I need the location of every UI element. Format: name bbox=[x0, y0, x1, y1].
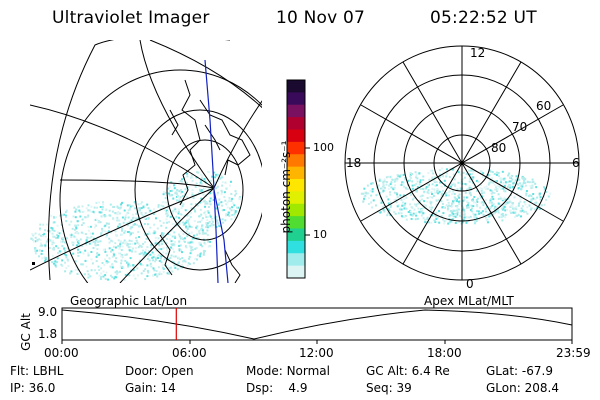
param-gain: Gain: 14 bbox=[125, 381, 176, 395]
colorbar-band bbox=[287, 265, 305, 279]
coastline bbox=[169, 79, 251, 206]
colorbar-band bbox=[287, 203, 305, 217]
colorbar-band bbox=[287, 141, 305, 155]
header-title: Ultraviolet Imager bbox=[52, 8, 210, 28]
colorbar-tick-100: 100 bbox=[313, 141, 334, 154]
param-filter: Flt: LBHL bbox=[10, 364, 64, 378]
satellite-track bbox=[213, 189, 229, 283]
time-tick: 06:00 bbox=[172, 346, 207, 360]
time-tick: 00:00 bbox=[44, 346, 79, 360]
meridian bbox=[59, 179, 215, 189]
meridian bbox=[119, 187, 215, 283]
meridian bbox=[213, 100, 262, 189]
colorbar-band bbox=[287, 240, 305, 254]
satellite-track bbox=[204, 59, 219, 283]
param-gc-alt: GC Alt: 6.4 Re bbox=[366, 364, 450, 378]
right-map-caption: Apex MLat/MLT bbox=[424, 294, 514, 308]
altitude-curve bbox=[61, 309, 573, 340]
mlat-label-60: 60 bbox=[536, 99, 552, 113]
colorbar-tick-10: 10 bbox=[313, 228, 327, 241]
mlt-line bbox=[402, 61, 522, 265]
left-map-caption: Geographic Lat/Lon bbox=[70, 294, 188, 308]
mlt-label-18: 18 bbox=[346, 156, 362, 170]
coastline bbox=[159, 234, 241, 283]
altitude-ytick-max: 9.0 bbox=[38, 305, 58, 319]
colorbar-band bbox=[287, 179, 305, 192]
time-tick: 18:00 bbox=[427, 346, 462, 360]
colorbar-band bbox=[287, 154, 305, 168]
colorbar-band bbox=[287, 80, 305, 93]
colorbar-band bbox=[287, 117, 305, 131]
param-mode: Mode: Normal bbox=[246, 364, 330, 378]
mlt-label-6: 6 bbox=[572, 156, 580, 170]
colorbar-band bbox=[287, 92, 305, 106]
param-dsp: Dsp: 4.9 bbox=[246, 381, 308, 395]
map-point bbox=[32, 262, 35, 265]
time-tick: 12:00 bbox=[299, 346, 334, 360]
lat-circle bbox=[166, 139, 244, 241]
lat-circle bbox=[134, 109, 262, 271]
colorbar-band bbox=[287, 191, 305, 205]
lat-circle bbox=[59, 69, 262, 283]
param-glon: GLon: 208.4 bbox=[486, 381, 559, 395]
param-door: Door: Open bbox=[125, 364, 194, 378]
map-limb bbox=[48, 40, 230, 281]
time-tick: 23:59 bbox=[556, 346, 591, 360]
header-time: 05:22:52 UT bbox=[430, 8, 537, 28]
param-ip: IP: 36.0 bbox=[10, 381, 56, 395]
map-limb bbox=[149, 40, 262, 109]
param-glat: GLat: -67.9 bbox=[486, 364, 553, 378]
mlat-label-80: 80 bbox=[491, 141, 507, 155]
altitude-ytick-min: 1.8 bbox=[38, 327, 58, 341]
colorbar-band bbox=[287, 253, 305, 267]
colorbar-band bbox=[287, 228, 305, 242]
param-seq: Seq: 39 bbox=[366, 381, 412, 395]
colorbar-band bbox=[287, 216, 305, 230]
meridian bbox=[139, 40, 215, 189]
colorbar-band bbox=[287, 129, 305, 143]
header-date: 10 Nov 07 bbox=[276, 8, 366, 28]
meridian bbox=[30, 104, 215, 189]
colorbar-band bbox=[287, 104, 305, 118]
mlat-label-70: 70 bbox=[512, 120, 528, 134]
altitude-ylabel: GC Alt bbox=[19, 313, 33, 351]
colorbar-band bbox=[287, 166, 305, 180]
mlt-label-12: 12 bbox=[470, 46, 486, 60]
mlt-label-0: 0 bbox=[466, 277, 474, 291]
meridian bbox=[30, 187, 215, 271]
